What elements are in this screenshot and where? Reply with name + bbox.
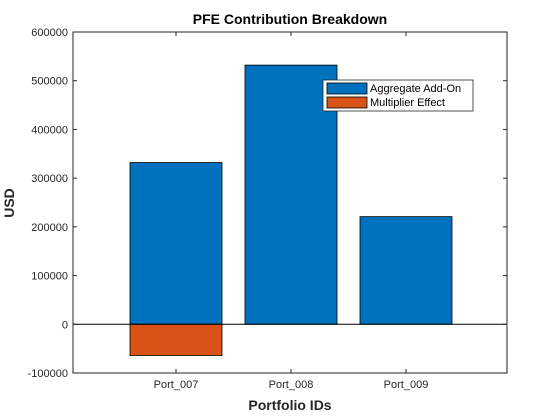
legend: Aggregate Add-On Multiplier Effect	[322, 79, 474, 112]
plot-frame	[72, 31, 508, 374]
y-axis-ticks: -100000 0 100000 200000 300000 400000 500000 60…	[28, 27, 507, 380]
legend-swatch-multiplier-effect	[326, 96, 368, 109]
y-tick-label: 600000	[31, 27, 68, 39]
legend-swatch-aggregate-add-on	[326, 82, 368, 95]
bar-aggregate-add-on-port-008	[244, 64, 338, 325]
y-tick-label: 400000	[31, 124, 68, 136]
bar-aggregate-add-on-port-007	[129, 162, 223, 325]
bar-aggregate-add-on-port-009	[359, 216, 453, 325]
y-tick-label: 500000	[31, 76, 68, 88]
legend-label-aggregate-add-on: Aggregate Add-On	[370, 83, 461, 95]
x-axis-title: Portfolio IDs	[248, 397, 331, 413]
x-axis-ticks: Port_007 Port_008 Port_009	[154, 32, 429, 391]
chart-title: PFE Contribution Breakdown	[193, 11, 387, 27]
bar-multiplier-effect-port-007	[129, 323, 223, 356]
y-tick-label: 200000	[31, 222, 68, 234]
x-tick-label: Port_008	[269, 379, 314, 391]
y-tick-label: -100000	[28, 368, 68, 380]
legend-label-multiplier-effect: Multiplier Effect	[370, 97, 445, 109]
y-tick-label: 0	[62, 319, 68, 331]
y-axis-title: USD	[1, 188, 17, 218]
x-tick-label: Port_009	[384, 379, 429, 391]
y-tick-label: 300000	[31, 173, 68, 185]
x-tick-label: Port_007	[154, 379, 199, 391]
y-tick-label: 100000	[31, 271, 68, 283]
